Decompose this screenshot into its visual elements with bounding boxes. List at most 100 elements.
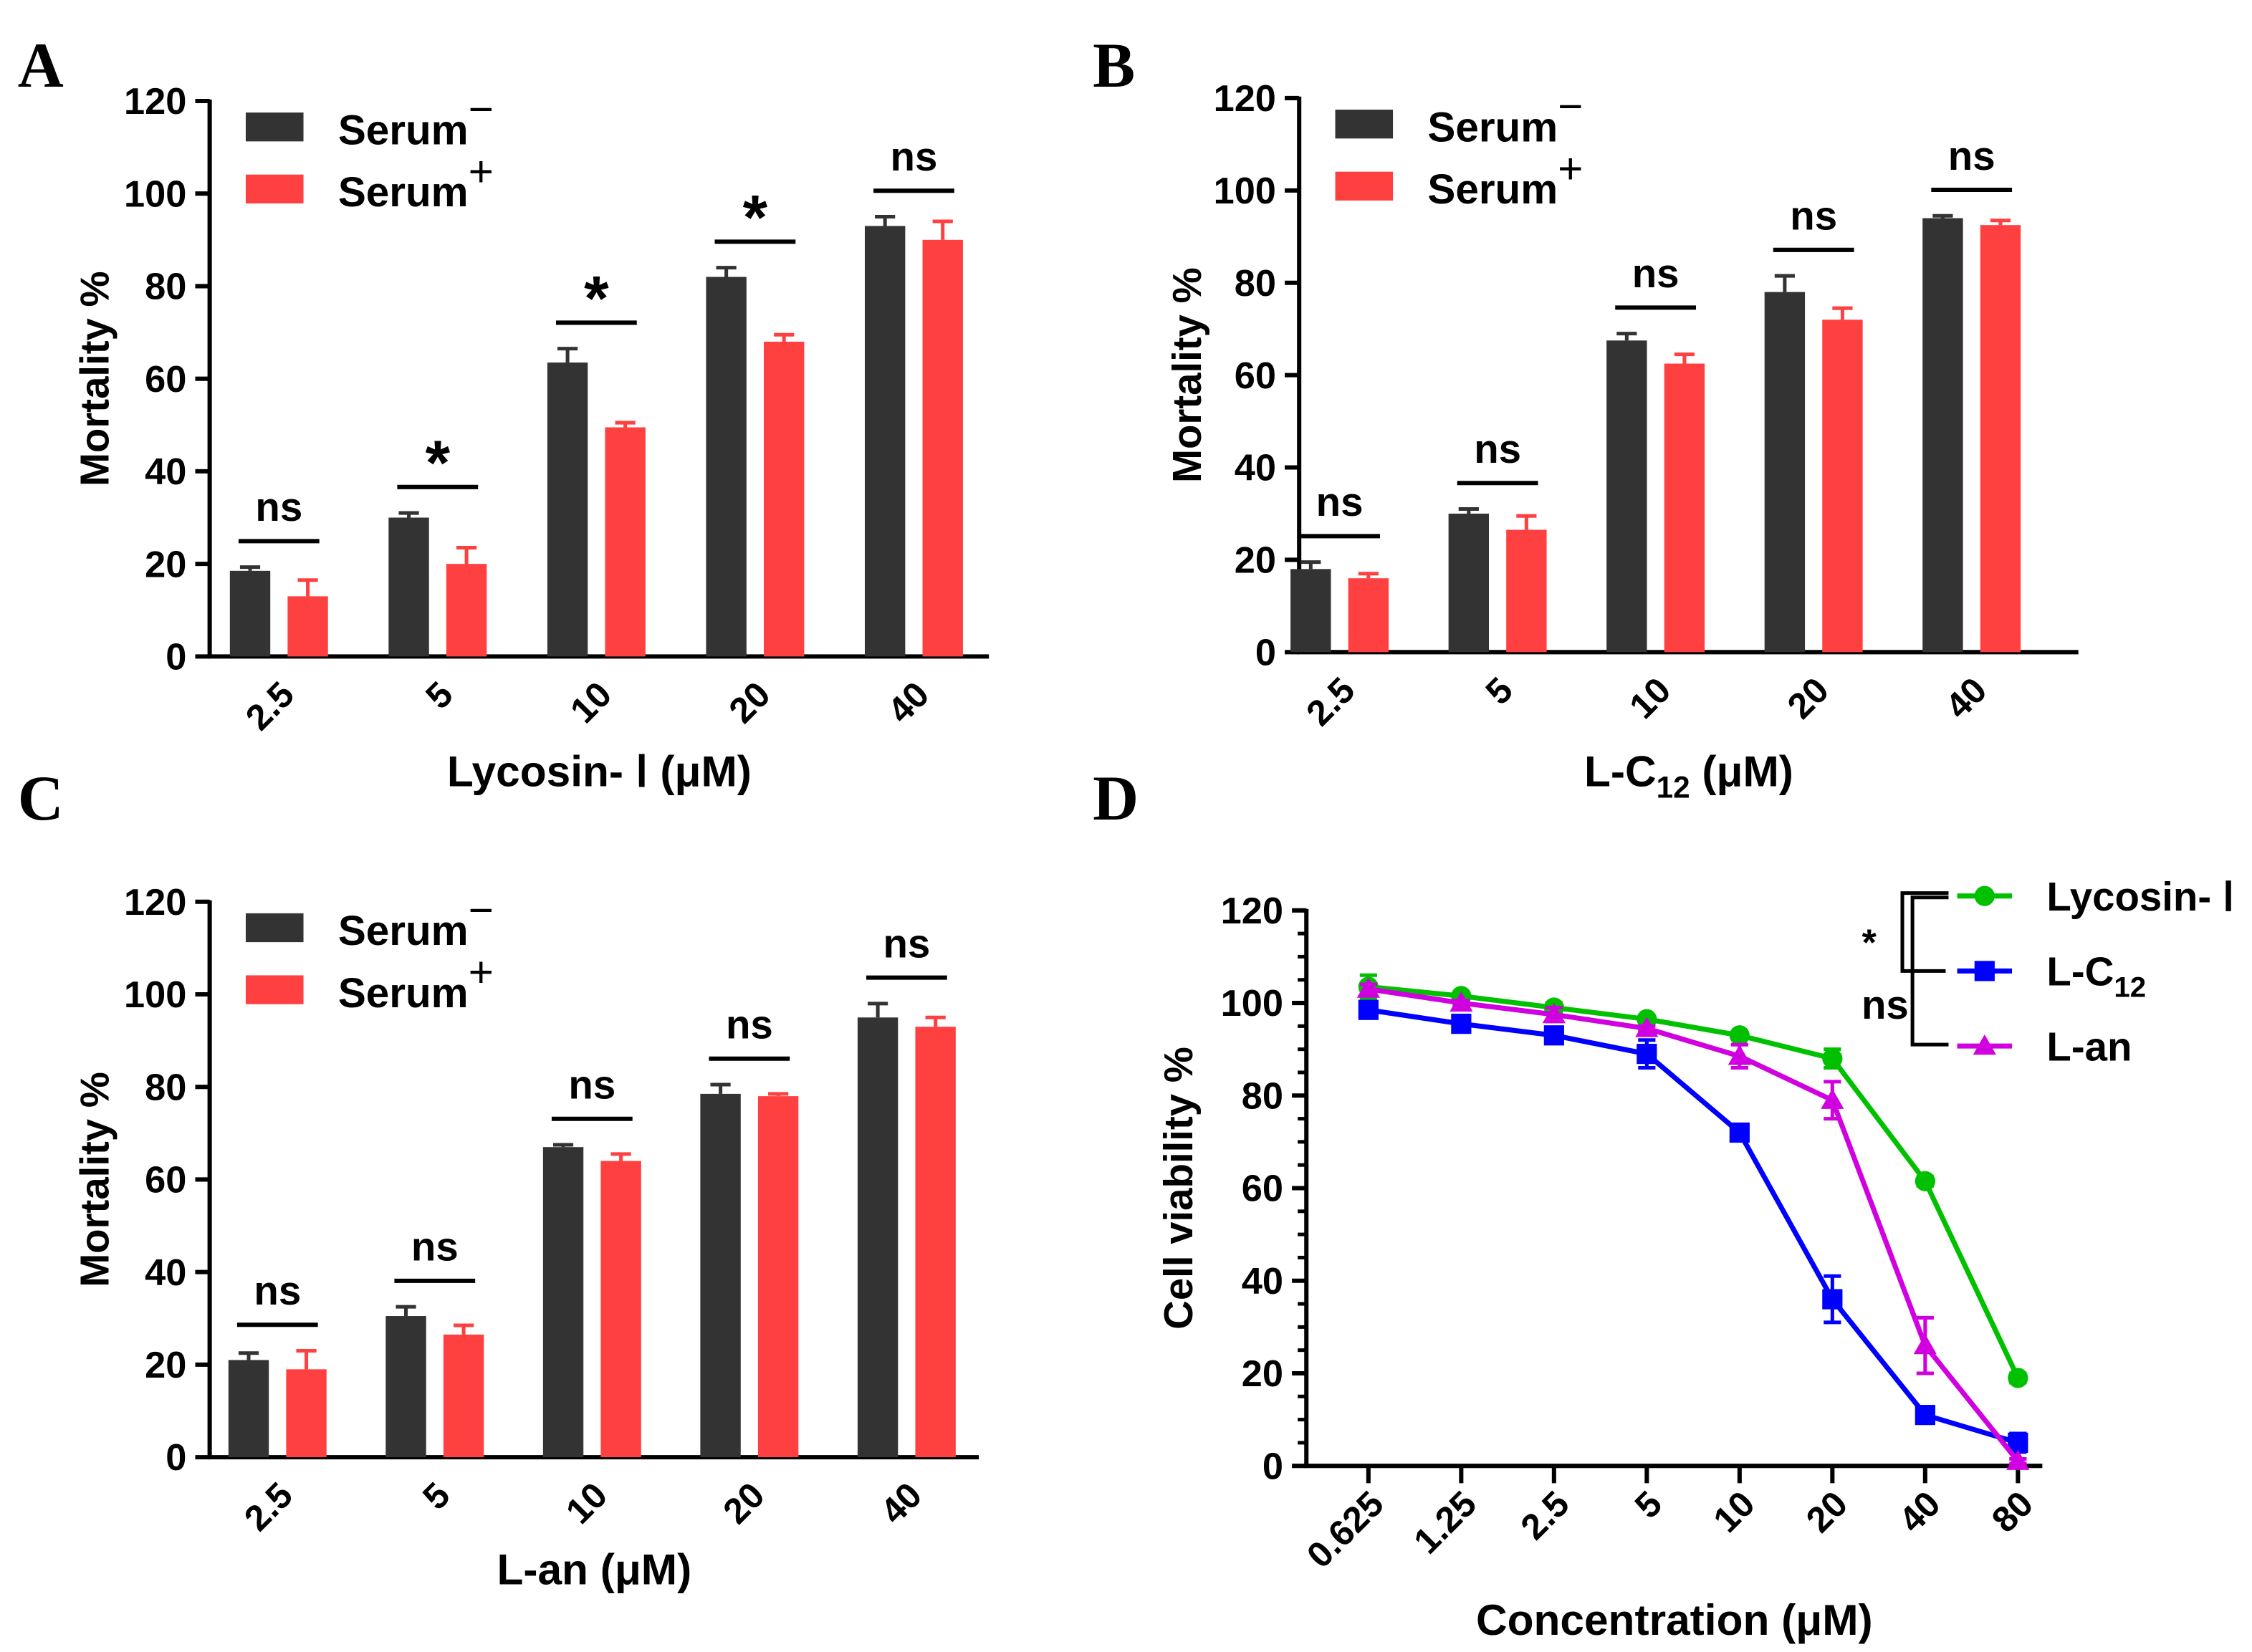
bar-serum-minus [1606, 340, 1647, 653]
data-point [1915, 1405, 1935, 1426]
x-tick-label: 0.625 [1298, 1483, 1391, 1575]
legend-swatch [1335, 171, 1394, 201]
y-axis-label: Mortality % [72, 271, 118, 486]
y-tick-label: 60 [1242, 1168, 1283, 1210]
data-point [1728, 1044, 1751, 1065]
panel-D: D 0 20 40 60 80 100 120 Cell viability % Concentr… [1093, 764, 2234, 1644]
y-tick-label: 0 [166, 1437, 186, 1479]
significance-bracket [1910, 895, 1949, 971]
significance-label: ns [568, 1062, 615, 1108]
bar-serum-plus [1506, 529, 1547, 653]
y-tick-label: 40 [145, 1252, 186, 1294]
y-tick-label: 60 [145, 1160, 186, 1201]
legend-label-sup: + [469, 147, 494, 196]
y-tick-label: 100 [1221, 983, 1283, 1024]
x-axis-label: Lycosin- Ⅰ (μM) [447, 747, 752, 796]
panel-letter: D [1093, 764, 1139, 834]
legend-marker [1973, 1034, 1996, 1055]
x-axis-label-main: L-C [1584, 747, 1657, 796]
y-tick-label: 120 [124, 81, 186, 123]
y-tick-label: 120 [1214, 78, 1276, 120]
x-tick-label: 40 [1937, 669, 1995, 726]
y-tick-label: 40 [145, 451, 186, 493]
significance-label: ns [1316, 479, 1364, 524]
data-point [1915, 1171, 1935, 1191]
legend-label-name: Serum [338, 107, 469, 153]
bar-serum-minus [547, 362, 588, 657]
x-tick-label: 2.5 [1298, 669, 1363, 734]
x-axis-label: L-C12 (μM) [1584, 747, 1793, 805]
y-tick-label: 100 [124, 974, 186, 1016]
bar-serum-minus [388, 517, 429, 657]
bar-serum-minus [229, 570, 271, 657]
data-point [1822, 1048, 1843, 1069]
bar-serum-plus [443, 1334, 484, 1458]
legend-label-name: Lycosin- Ⅰ [2046, 874, 2234, 919]
data-point [1729, 1025, 1750, 1046]
bar-serum-plus [763, 341, 805, 657]
significance-label: ns [1632, 251, 1680, 296]
x-tick-label: 10 [557, 1474, 615, 1532]
bar-serum-plus [1664, 363, 1705, 653]
significance-label: ns [255, 484, 302, 529]
data-point [1913, 1334, 1937, 1355]
x-tick-label: 5 [1626, 1483, 1669, 1526]
y-tick-label: 120 [1221, 890, 1283, 932]
legend-swatch [245, 913, 304, 943]
legend-label: Serum− [338, 85, 494, 153]
x-tick-label: 40 [872, 1474, 929, 1532]
y-tick-label: 80 [145, 266, 186, 308]
y-tick-label: 60 [1235, 355, 1276, 397]
significance-label: ns [254, 1268, 301, 1313]
x-tick-label: 2.5 [1513, 1483, 1577, 1547]
bar-serum-minus [1922, 218, 1963, 653]
significance-label: ns [1948, 133, 1995, 178]
y-tick-label: 20 [1242, 1353, 1283, 1395]
x-tick-label: 5 [418, 673, 461, 716]
data-point [1450, 991, 1473, 1012]
data-point [2008, 1368, 2028, 1388]
x-tick-label: 80 [1983, 1483, 2041, 1540]
significance-label: ns [891, 134, 938, 179]
bar-serum-minus [228, 1360, 269, 1458]
panel-letter: A [18, 31, 64, 101]
legend-marker [1974, 885, 1995, 906]
legend-label-sup: − [469, 85, 494, 133]
bar-serum-plus [1980, 225, 2021, 653]
panel-A: A 0 20 40 60 80 100 120 Mortality % Lycosin- Ⅰ (μ… [18, 31, 990, 796]
x-axis-label: Concentration (μM) [1476, 1595, 1873, 1644]
bar-serum-minus [542, 1147, 584, 1458]
bar-serum-plus [286, 1369, 327, 1458]
bar-serum-plus [446, 564, 487, 657]
legend-label-sub: 12 [2114, 971, 2146, 1004]
panel-letter: B [1093, 31, 1135, 101]
y-tick-label: 40 [1235, 448, 1276, 489]
data-point [1821, 1088, 1844, 1109]
x-tick-label: 1.25 [1406, 1483, 1485, 1562]
x-axis-label-tail: (μM) [1690, 747, 1793, 796]
data-point [1635, 1017, 1659, 1037]
bar-serum-plus [287, 596, 328, 657]
significance-label: ns [883, 921, 930, 966]
bar-serum-minus [1290, 569, 1331, 653]
y-tick-label: 0 [1255, 632, 1276, 673]
y-tick-label: 80 [1242, 1075, 1283, 1117]
legend-swatch [245, 174, 304, 203]
y-axis-label: Cell viability % [1156, 1047, 1201, 1330]
panel-B: B 0 20 40 60 80 100 120 Mortality % L-C12 (μM) 2.5… [1093, 31, 2079, 805]
series-line [1368, 986, 2021, 1463]
x-axis-label: L-an (μM) [497, 1545, 691, 1593]
x-tick-label: 40 [879, 673, 936, 731]
data-point [1729, 1122, 1750, 1143]
y-tick-label: 80 [1235, 263, 1276, 304]
legend-label: L-an [2046, 1024, 2132, 1069]
x-tick-label: 2.5 [237, 673, 302, 738]
legend-label-name: Serum [338, 970, 469, 1017]
legend-swatch [245, 112, 304, 142]
significance-label: ns [1790, 193, 1837, 239]
legend-label-name: L-an [2046, 1024, 2132, 1069]
x-tick-label: 20 [1798, 1483, 1855, 1540]
data-point [2006, 1449, 2030, 1470]
significance-label: ns [411, 1224, 459, 1269]
